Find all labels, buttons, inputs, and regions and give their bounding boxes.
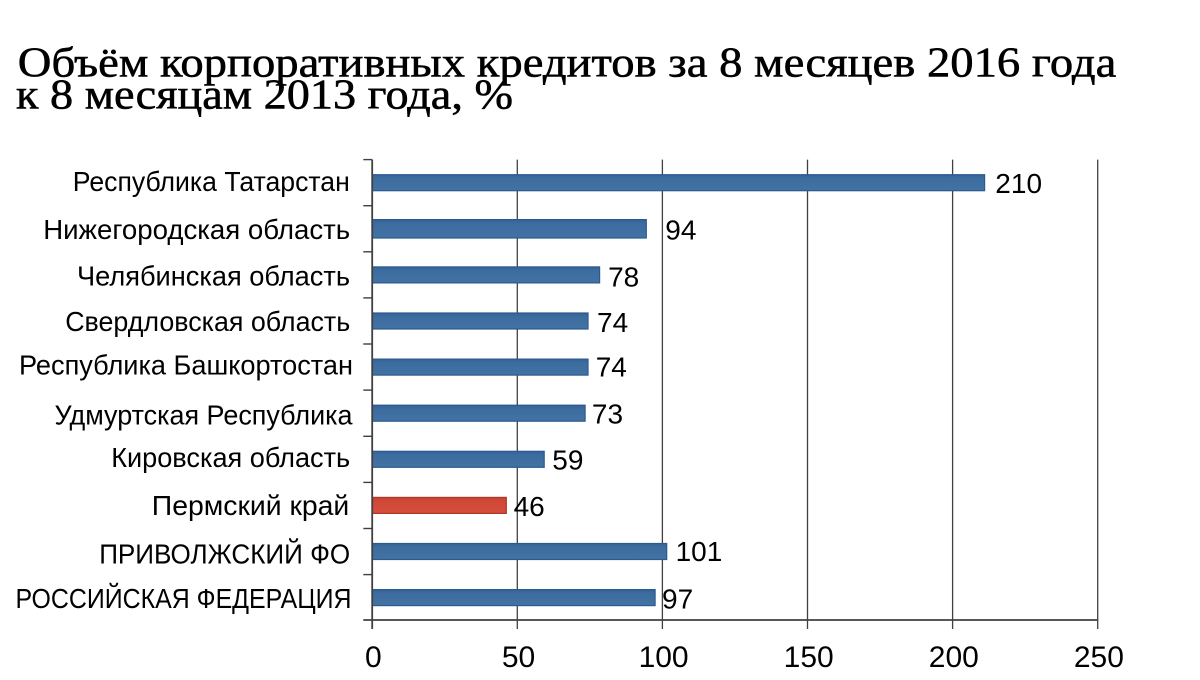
svg-text:73: 73 <box>592 398 623 429</box>
svg-text:100: 100 <box>639 641 689 674</box>
svg-text:РОССИЙСКАЯ ФЕДЕРАЦИЯ: РОССИЙСКАЯ ФЕДЕРАЦИЯ <box>16 583 352 614</box>
svg-text:Свердловская область: Свердловская область <box>65 306 350 337</box>
svg-text:Удмуртская Республика: Удмуртская Республика <box>55 400 353 431</box>
svg-text:101: 101 <box>676 536 723 567</box>
svg-text:150: 150 <box>784 641 834 674</box>
svg-text:97: 97 <box>662 584 693 615</box>
svg-text:Объём корпоративных кредитов з: Объём корпоративных кредитов за 8 месяце… <box>18 40 1117 86</box>
svg-text:Нижегородская область: Нижегородская область <box>43 214 350 245</box>
svg-text:210: 210 <box>995 168 1042 199</box>
svg-text:к 8 месяцам 2013 года, %: к 8 месяцам 2013 года, % <box>16 73 513 119</box>
svg-text:94: 94 <box>665 215 696 246</box>
svg-text:59: 59 <box>552 445 583 476</box>
svg-text:ПРИВОЛЖСКИЙ ФО: ПРИВОЛЖСКИЙ ФО <box>99 538 350 569</box>
svg-text:46: 46 <box>514 491 545 522</box>
svg-text:200: 200 <box>929 641 979 674</box>
svg-text:Республика Башкортостан: Республика Башкортостан <box>19 350 353 381</box>
svg-text:Челябинская область: Челябинская область <box>77 260 350 291</box>
svg-text:74: 74 <box>596 352 627 383</box>
svg-text:74: 74 <box>597 307 628 338</box>
svg-text:0: 0 <box>365 641 382 674</box>
svg-text:Республика Татарстан: Республика Татарстан <box>73 166 350 197</box>
svg-text:50: 50 <box>502 641 535 674</box>
svg-text:Пермский край: Пермский край <box>152 490 350 521</box>
svg-text:78: 78 <box>608 261 639 292</box>
svg-text:Кировская область: Кировская область <box>111 442 350 473</box>
svg-text:250: 250 <box>1074 641 1124 674</box>
